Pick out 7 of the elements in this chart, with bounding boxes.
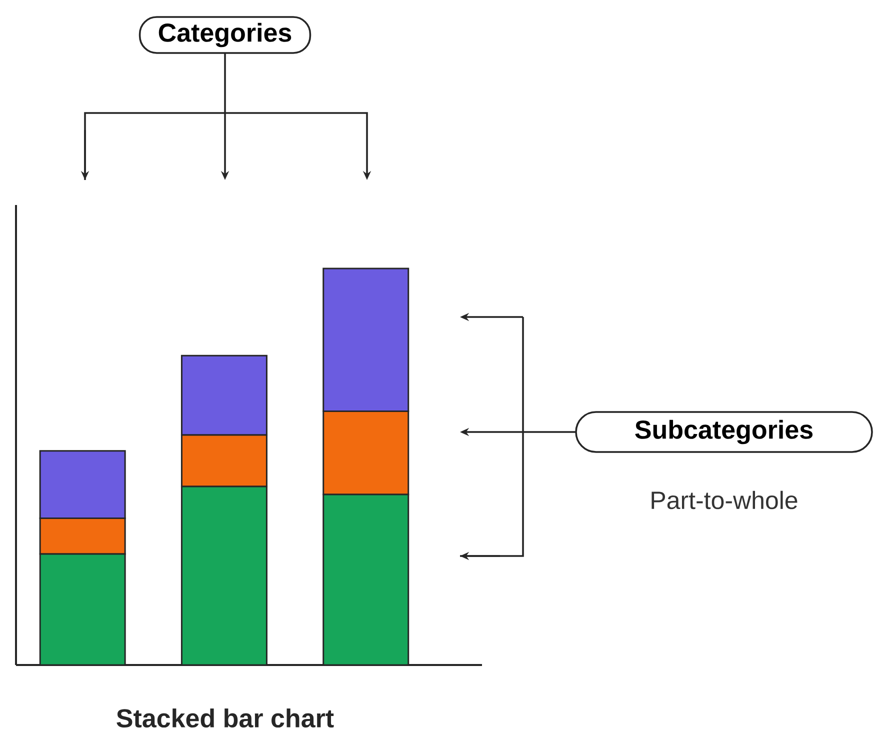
bar	[39, 553, 126, 665]
bar	[180, 486, 268, 665]
text: Subcategories	[635, 420, 813, 444]
text: Part-to-whole	[652, 490, 798, 510]
text: Categories	[158, 22, 292, 48]
text: Stacked bar chart	[116, 708, 334, 728]
bar	[322, 494, 410, 665]
